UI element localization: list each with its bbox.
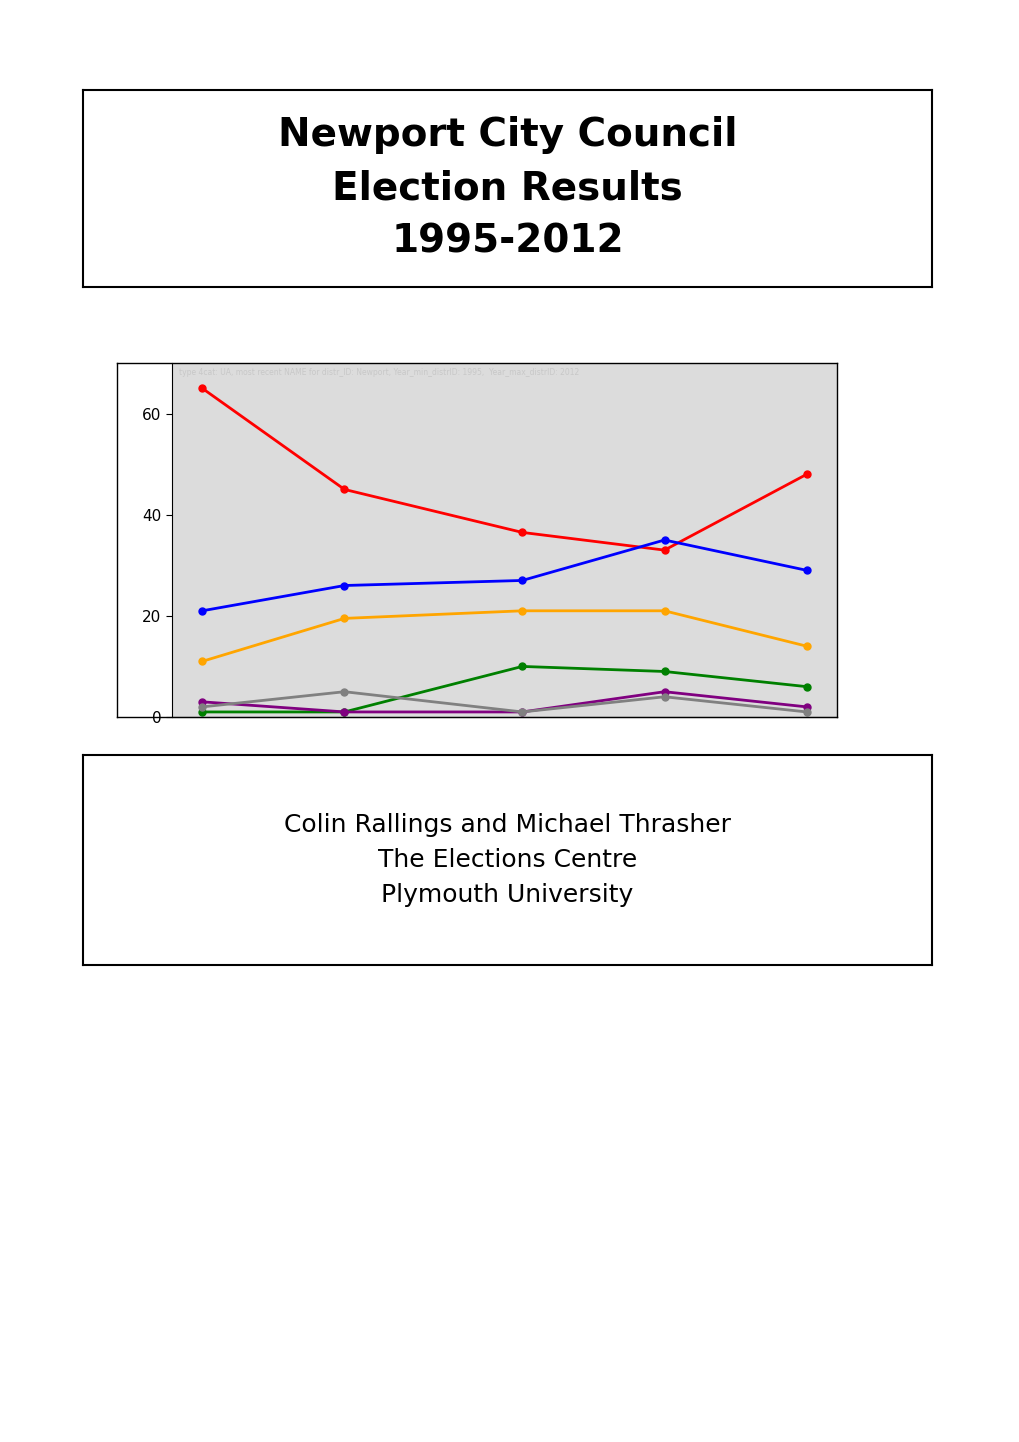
Text: Newport City Council
Election Results
1995-2012: Newport City Council Election Results 19… bbox=[277, 117, 737, 261]
Text: Colin Rallings and Michael Thrasher
The Elections Centre
Plymouth University: Colin Rallings and Michael Thrasher The … bbox=[283, 813, 731, 907]
Text: type 4cat: UA, most recent NAME for distr_ID: Newport, Year_min_distrID: 1995,  : type 4cat: UA, most recent NAME for dist… bbox=[178, 368, 579, 378]
